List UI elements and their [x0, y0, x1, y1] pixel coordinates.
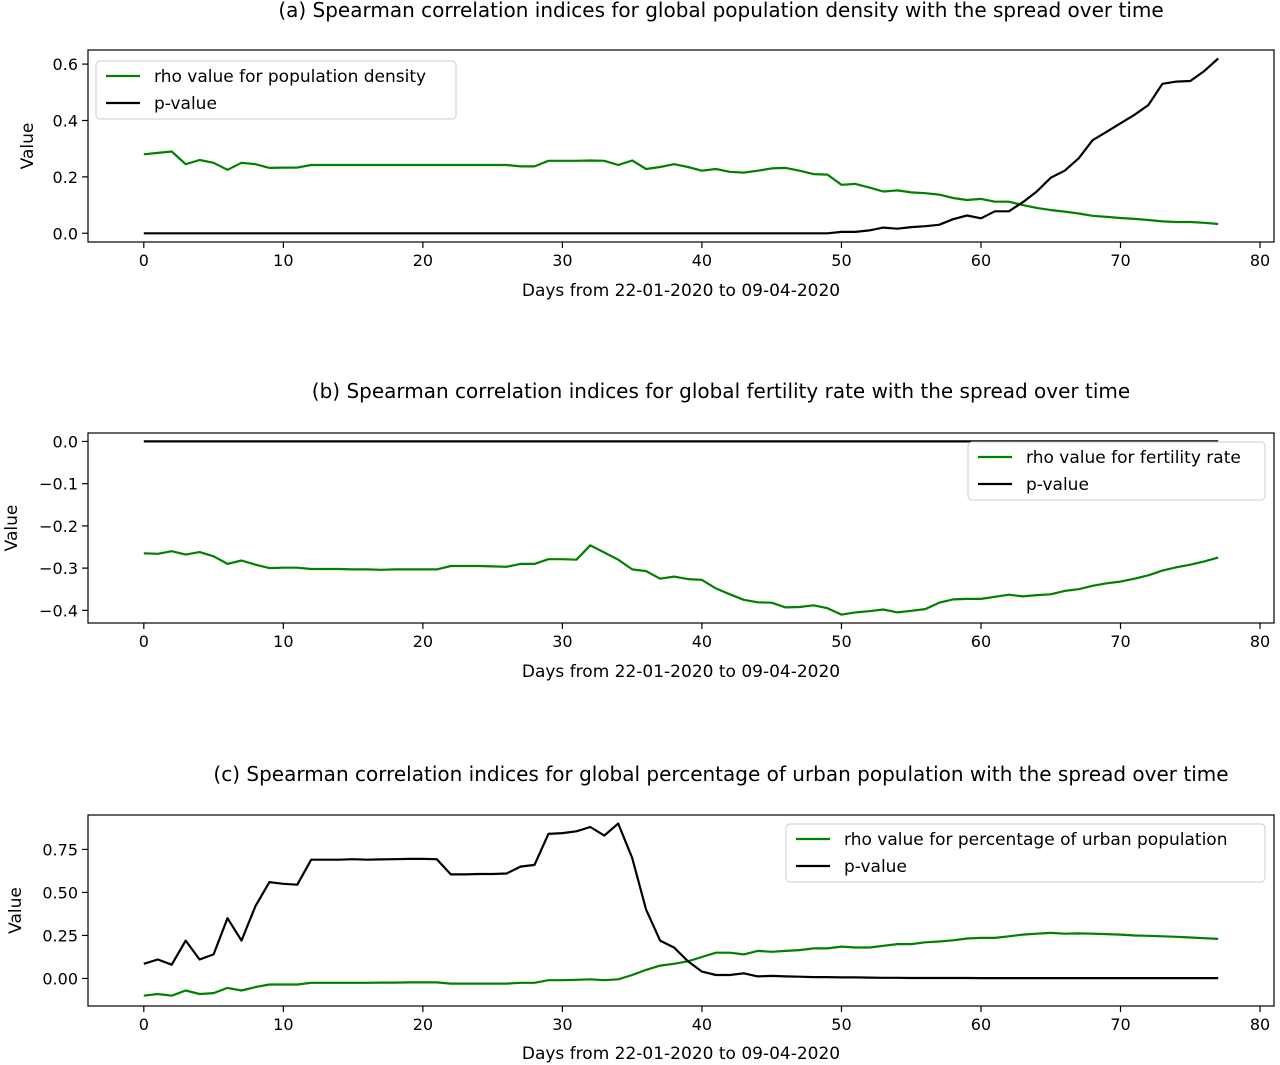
chart-panel: (b) Spearman correlation indices for glo…	[2, 379, 1275, 682]
x-tick-label: 20	[413, 632, 433, 651]
y-tick-label: 0.4	[53, 111, 78, 130]
x-tick-label: 70	[1110, 251, 1130, 270]
chart-panel: (a) Spearman correlation indices for glo…	[18, 0, 1275, 301]
x-axis-label: Days from 22-01-2020 to 09-04-2020	[522, 662, 840, 682]
x-tick-label: 80	[1250, 251, 1270, 270]
x-tick-label: 70	[1110, 632, 1130, 651]
x-tick-label: 10	[273, 1015, 293, 1034]
x-tick-label: 50	[831, 632, 851, 651]
series-line	[143, 57, 1219, 235]
legend: rho value for percentage of urban popula…	[785, 823, 1266, 883]
x-axis-label: Days from 22-01-2020 to 09-04-2020	[522, 1044, 840, 1064]
x-tick-label: 50	[831, 1015, 851, 1034]
legend-label: p-value	[154, 94, 217, 114]
x-tick-label: 70	[1110, 1015, 1130, 1034]
plot-frame	[87, 432, 1275, 624]
y-tick-label: 0.25	[42, 926, 78, 945]
x-tick-label: 30	[552, 632, 572, 651]
chart-title: (a) Spearman correlation indices for glo…	[278, 0, 1163, 22]
x-axis-label: Days from 22-01-2020 to 09-04-2020	[522, 281, 840, 301]
legend-box	[785, 823, 1266, 883]
x-tick-label: 60	[971, 1015, 991, 1034]
x-tick-label: 10	[273, 251, 293, 270]
legend-label: rho value for percentage of urban popula…	[844, 830, 1227, 850]
x-tick-label: 10	[273, 632, 293, 651]
y-tick-label: −0.3	[39, 559, 78, 578]
y-tick-label: −0.4	[39, 601, 78, 620]
x-tick-label: 80	[1250, 1015, 1270, 1034]
series-line	[143, 822, 1219, 980]
x-tick-label: 50	[831, 251, 851, 270]
legend: rho value for population density p-value	[95, 60, 457, 120]
y-tick-label: 0.75	[42, 840, 78, 859]
legend-box	[95, 60, 457, 120]
legend: rho value for fertility rate p-value	[967, 441, 1266, 501]
plot-frame	[87, 49, 1275, 243]
x-tick-label: 0	[139, 632, 149, 651]
series-line	[143, 931, 1219, 997]
x-tick-label: 40	[692, 251, 712, 270]
chart-title: (b) Spearman correlation indices for glo…	[312, 379, 1130, 403]
x-tick-label: 20	[413, 1015, 433, 1034]
y-tick-label: 0.0	[53, 224, 78, 243]
x-tick-label: 60	[971, 632, 991, 651]
y-tick-label: −0.2	[39, 517, 78, 536]
x-tick-label: 40	[692, 632, 712, 651]
series-line	[143, 544, 1219, 616]
y-tick-label: −0.1	[39, 475, 78, 494]
series-line	[143, 150, 1219, 226]
x-tick-label: 0	[139, 251, 149, 270]
legend-label: rho value for fertility rate	[1026, 448, 1241, 468]
x-tick-label: 0	[139, 1015, 149, 1034]
legend-box	[967, 441, 1266, 501]
x-tick-label: 80	[1250, 632, 1270, 651]
y-axis-label: Value	[2, 505, 22, 552]
x-tick-label: 30	[552, 251, 572, 270]
y-tick-label: 0.2	[53, 168, 78, 187]
y-tick-label: 0.00	[42, 969, 78, 988]
plot-frame	[87, 814, 1275, 1007]
y-tick-label: 0.6	[53, 55, 78, 74]
x-tick-label: 40	[692, 1015, 712, 1034]
y-tick-label: 0.0	[53, 432, 78, 451]
legend-label: p-value	[1026, 475, 1089, 495]
chart-panel: (c) Spearman correlation indices for glo…	[6, 762, 1275, 1064]
y-axis-label: Value	[18, 123, 38, 170]
chart-title: (c) Spearman correlation indices for glo…	[213, 762, 1228, 786]
x-tick-label: 60	[971, 251, 991, 270]
y-axis-label: Value	[6, 887, 26, 934]
y-tick-label: 0.50	[42, 883, 78, 902]
x-tick-label: 30	[552, 1015, 572, 1034]
legend-label: p-value	[844, 857, 907, 877]
legend-label: rho value for population density	[154, 67, 426, 87]
x-tick-label: 20	[413, 251, 433, 270]
